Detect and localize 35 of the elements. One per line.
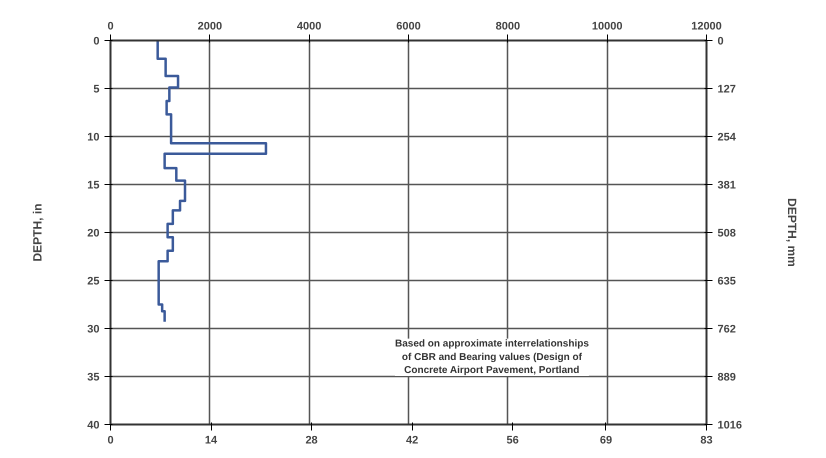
- x-tick-label: 69: [600, 434, 612, 446]
- x-tick-label: 28: [305, 434, 318, 446]
- y2-tick-label: 889: [718, 372, 736, 384]
- x2-tick-label: 8000: [496, 20, 520, 32]
- y-tick-label: 15: [87, 180, 100, 192]
- x2-tick-label: 10000: [592, 20, 622, 32]
- y-tick-label: 5: [93, 84, 100, 96]
- y2-tick-label: 762: [718, 324, 736, 336]
- x-tick-label: 56: [506, 434, 519, 446]
- x2-tick-label: 2000: [198, 20, 222, 32]
- x2-tick-label: 6000: [396, 20, 421, 32]
- y2-tick-label: 381: [718, 180, 736, 192]
- x-tick-label: 83: [700, 434, 713, 446]
- y2-tick-label: 635: [718, 276, 736, 288]
- y-tick-label: 20: [87, 228, 100, 240]
- y2-tick-label: 127: [718, 84, 736, 96]
- x-tick-label: 14: [204, 434, 218, 446]
- y-tick-label: 10: [87, 132, 100, 144]
- annotation: Based on approximate interrelationships of CBR and Bearing values (Design of Concrete Airport Pavement, Portland: [394, 338, 590, 376]
- y2-tick-label: 254: [718, 132, 737, 144]
- y-tick-label: 25: [87, 276, 100, 288]
- x2-tick-label: 0: [107, 20, 114, 32]
- x-tick-label: 42: [406, 434, 418, 446]
- y-tick-label: 30: [87, 324, 100, 336]
- y2-axis-title: DEPTH, mm: [784, 198, 799, 267]
- x-tick-label: 0: [107, 434, 114, 446]
- x2-tick-label: 12000: [691, 20, 722, 32]
- y2-tick-label: 1016: [718, 420, 742, 432]
- y-axis-title: DEPTH, in: [30, 203, 44, 262]
- y-tick-label: 0: [93, 36, 100, 48]
- y-tick-label: 35: [87, 372, 100, 384]
- y2-tick-label: 0: [718, 36, 724, 48]
- y-tick-label: 40: [87, 420, 100, 432]
- x2-tick-label: 4000: [296, 20, 322, 32]
- y2-tick-label: 508: [718, 228, 736, 240]
